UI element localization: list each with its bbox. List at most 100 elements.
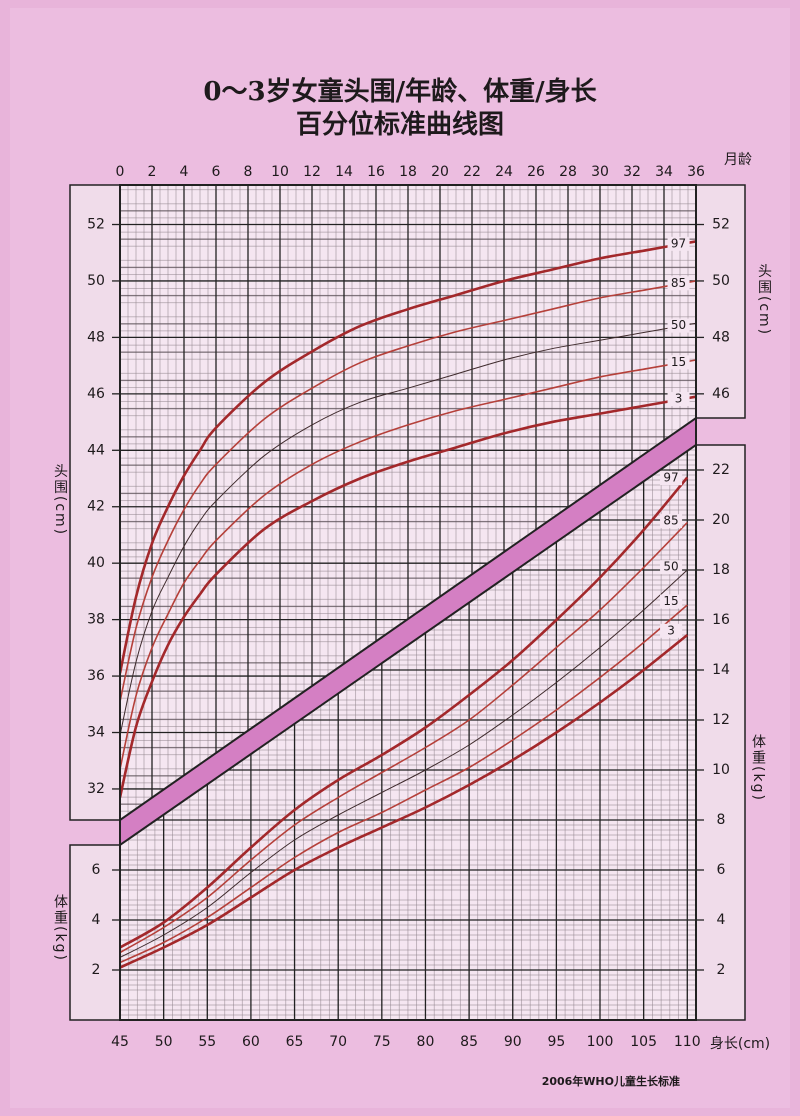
percentile-curve xyxy=(120,322,696,736)
x-tick-label: 60 xyxy=(242,1034,260,1050)
x-tick-label: 34 xyxy=(655,164,673,180)
x-tick-label: 14 xyxy=(335,164,353,180)
percentile-curve xyxy=(120,359,696,770)
curve-label: 3 xyxy=(667,623,675,637)
y-tick-label: 2 xyxy=(717,962,726,978)
y-tick-label: 6 xyxy=(717,862,726,878)
y-tick-label: 32 xyxy=(87,781,105,797)
x-tick-label: 0 xyxy=(116,164,125,180)
y-axis-label: 体重(kg) xyxy=(750,734,766,802)
y-tick-label: 50 xyxy=(712,273,730,289)
curve-label-bg xyxy=(660,594,683,609)
curve-label-bg xyxy=(660,514,683,529)
y-tick-label: 34 xyxy=(87,725,105,741)
y-tick-label: 52 xyxy=(87,217,105,233)
curve-label: 50 xyxy=(671,318,686,332)
x-tick-label: 20 xyxy=(431,164,449,180)
x-tick-label: 2 xyxy=(148,164,157,180)
page-subtitle: 百分位标准曲线图 xyxy=(296,109,504,140)
percentile-curve xyxy=(120,521,688,954)
x-tick-label: 95 xyxy=(547,1034,565,1050)
curve-label: 50 xyxy=(663,560,678,574)
x-tick-label: 10 xyxy=(271,164,289,180)
x-tick-label: 70 xyxy=(329,1034,347,1050)
x-tick-label: 110 xyxy=(674,1034,701,1050)
source-note: 2006年WHO儿童生长标准 xyxy=(542,1074,680,1088)
curve-label-bg xyxy=(667,392,690,407)
x-tick-label: 6 xyxy=(212,164,221,180)
y-tick-label: 46 xyxy=(87,386,105,402)
curve-label: 15 xyxy=(663,594,678,608)
percentile-curve xyxy=(120,395,696,798)
x-tick-label: 75 xyxy=(373,1034,391,1050)
left-axis-strip xyxy=(69,184,121,821)
x-tick-label: 4 xyxy=(180,164,189,180)
y-tick-label: 12 xyxy=(712,712,730,728)
x-axis-label: 身长(cm) xyxy=(710,1036,770,1052)
curve-label-bg xyxy=(667,318,690,333)
y-tick-label: 8 xyxy=(717,812,726,828)
y-axis-label: 头围(cm) xyxy=(52,464,68,536)
curve-label-bg xyxy=(660,471,683,486)
percentile-curve xyxy=(120,633,689,969)
x-tick-label: 30 xyxy=(591,164,609,180)
x-tick-label: 100 xyxy=(587,1034,614,1050)
x-tick-label: 8 xyxy=(244,164,253,180)
y-tick-label: 44 xyxy=(87,442,105,458)
curve-label: 3 xyxy=(675,392,683,406)
x-tick-label: 12 xyxy=(303,164,321,180)
percentile-curve xyxy=(120,604,688,964)
y-tick-label: 46 xyxy=(712,386,730,402)
y-tick-label: 50 xyxy=(87,273,105,289)
right-axis-strip xyxy=(695,444,746,1021)
y-tick-label: 2 xyxy=(92,962,101,978)
y-tick-label: 40 xyxy=(87,555,105,571)
curve-label-bg xyxy=(667,276,690,291)
percentile-curve xyxy=(120,476,689,949)
y-tick-label: 22 xyxy=(712,462,730,478)
y-tick-label: 4 xyxy=(717,912,726,928)
y-axis-label: 头围(cm) xyxy=(756,264,772,336)
plot-border xyxy=(119,184,697,1021)
page-title: 0～3岁女童头围/年龄、体重/身长 xyxy=(203,76,597,107)
x-axis-label: 月龄 xyxy=(724,152,752,168)
x-tick-label: 80 xyxy=(417,1034,435,1050)
percentile-curve xyxy=(120,569,688,958)
x-tick-label: 32 xyxy=(623,164,641,180)
x-tick-label: 22 xyxy=(463,164,481,180)
curve-label-bg xyxy=(667,236,690,251)
x-tick-label: 36 xyxy=(687,164,705,180)
curve-label: 15 xyxy=(671,355,686,369)
x-tick-label: 50 xyxy=(155,1034,173,1050)
curve-label-bg xyxy=(667,355,690,370)
y-tick-label: 48 xyxy=(87,329,105,345)
y-tick-label: 36 xyxy=(87,668,105,684)
y-tick-label: 20 xyxy=(712,512,730,528)
x-tick-label: 26 xyxy=(527,164,545,180)
y-tick-label: 14 xyxy=(712,662,730,678)
x-tick-label: 105 xyxy=(630,1034,657,1050)
x-tick-label: 16 xyxy=(367,164,385,180)
y-tick-label: 38 xyxy=(87,612,105,628)
percentile-curve xyxy=(120,280,696,702)
y-tick-label: 52 xyxy=(712,217,730,233)
y-tick-label: 4 xyxy=(92,912,101,928)
curve-label-bg xyxy=(660,623,683,638)
y-tick-label: 6 xyxy=(92,862,101,878)
y-tick-label: 42 xyxy=(87,499,105,515)
x-tick-label: 55 xyxy=(198,1034,216,1050)
x-tick-label: 65 xyxy=(286,1034,304,1050)
x-tick-label: 28 xyxy=(559,164,577,180)
x-tick-label: 90 xyxy=(504,1034,522,1050)
x-tick-label: 18 xyxy=(399,164,417,180)
y-axis-label: 体重(kg) xyxy=(52,894,68,962)
curve-label: 97 xyxy=(671,236,686,250)
x-tick-label: 45 xyxy=(111,1034,129,1050)
x-tick-label: 24 xyxy=(495,164,513,180)
y-tick-label: 18 xyxy=(712,562,730,578)
y-tick-label: 10 xyxy=(712,762,730,778)
curve-label: 97 xyxy=(663,471,678,485)
y-tick-label: 16 xyxy=(712,612,730,628)
curve-label: 85 xyxy=(663,514,678,528)
